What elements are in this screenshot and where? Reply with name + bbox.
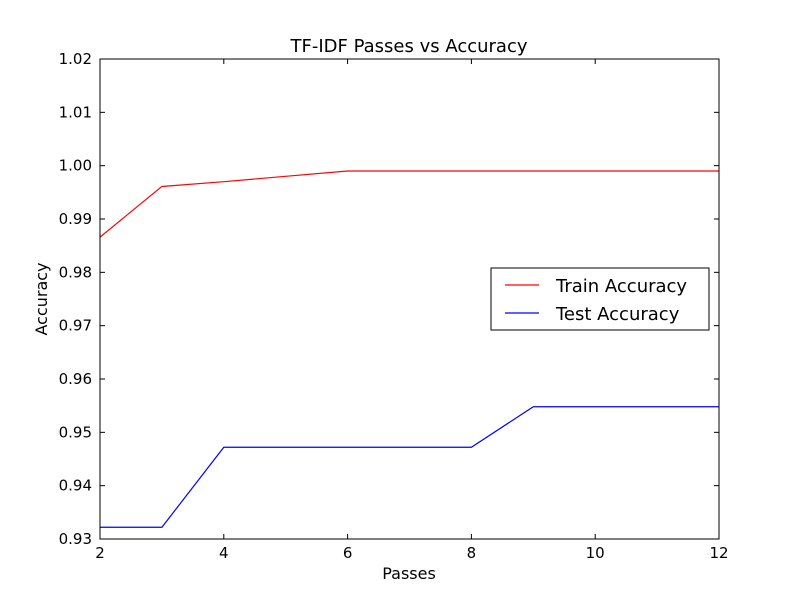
y-tick-label: 0.96 [59,370,92,388]
y-tick-label: 0.98 [59,263,92,281]
plot-frame [99,58,720,540]
chart-title: TF-IDF Passes vs Accuracy [289,36,527,57]
y-tick-label: 1.01 [59,103,92,121]
x-axis-label: Passes [382,564,436,583]
x-tick-label: 10 [586,544,605,562]
x-tick-label: 4 [219,544,229,562]
x-tick-label: 8 [467,544,477,562]
legend-label-0: Train Accuracy [555,276,687,297]
legend: Train Accuracy Test Accuracy [490,267,710,331]
y-tick-label: 1.02 [59,50,92,68]
y-tick-label: 0.99 [59,210,92,228]
y-tick-label: 0.94 [59,477,92,495]
y-axis-label: Accuracy [32,262,51,335]
legend-box [490,267,710,331]
y-tick-label: 1.00 [59,157,92,175]
y-tick-label: 0.93 [59,530,92,548]
series-line-1 [100,406,719,528]
series-line-0 [99,170,719,238]
axes-layer: 2 4 6 8 10 12 0.93 0.94 0.95 0.96 0.97 0.98 0.99 1.00… [59,50,729,562]
series-layer [99,170,719,528]
legend-label-1: Test Accuracy [555,304,680,325]
x-tick-label: 12 [709,544,728,562]
x-tick-label: 6 [343,544,353,562]
y-tick-label: 0.97 [59,317,92,335]
x-tick-label: 2 [95,544,105,562]
y-tick-label: 0.95 [59,423,92,441]
